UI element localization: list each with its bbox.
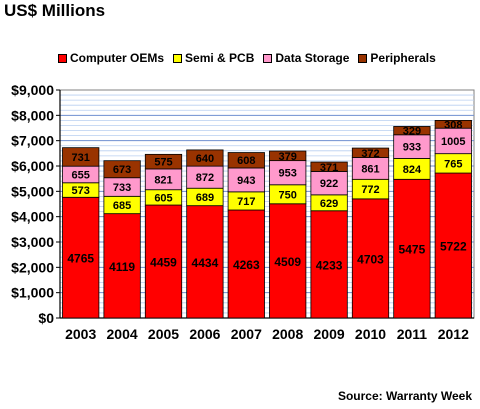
bar-segment — [62, 147, 100, 167]
bar-segment — [269, 150, 307, 162]
bar-segment — [227, 152, 265, 169]
data-label: 575 — [154, 157, 172, 169]
data-label: 731 — [72, 152, 90, 164]
data-label: 5722 — [440, 240, 467, 254]
data-label: 4509 — [274, 255, 301, 269]
data-label: 655 — [72, 169, 90, 181]
data-label: 689 — [196, 192, 214, 204]
bar-segment — [351, 147, 390, 158]
y-tick-label: $0 — [38, 310, 54, 326]
x-tick-label: 2007 — [231, 326, 262, 342]
data-label: 750 — [279, 189, 297, 201]
data-label: 4233 — [316, 258, 343, 272]
bar-segment — [393, 178, 431, 319]
data-label: 4703 — [357, 252, 384, 266]
x-tick-label: 2011 — [397, 326, 428, 342]
data-label: 629 — [320, 198, 338, 210]
legend-item-semi-pcb: Semi & PCB — [173, 51, 254, 65]
x-tick-label: 2008 — [272, 326, 303, 342]
data-label: 5475 — [399, 243, 426, 257]
bar-segment — [144, 204, 183, 319]
data-label: 943 — [237, 175, 255, 187]
bar-segment — [103, 213, 141, 319]
x-tick-label: 2009 — [314, 326, 345, 342]
bar-segment — [186, 149, 224, 167]
data-label: 922 — [320, 178, 338, 190]
bar-segment — [351, 198, 390, 319]
data-label: 379 — [279, 151, 297, 163]
legend-swatch — [358, 53, 368, 63]
data-label: 824 — [403, 164, 422, 176]
legend-label: Data Storage — [275, 51, 350, 65]
legend-swatch — [173, 53, 183, 63]
bar-segment — [310, 210, 348, 319]
data-label: 953 — [279, 168, 297, 180]
x-tick-label: 2010 — [355, 326, 386, 342]
legend-item-peripherals: Peripherals — [358, 51, 436, 65]
data-label: 4263 — [233, 258, 260, 272]
x-tick-label: 2012 — [438, 326, 469, 342]
y-tick-label: $1,000 — [11, 285, 54, 301]
legend-swatch — [58, 53, 67, 63]
bar-segment — [434, 120, 472, 129]
data-label: 4119 — [109, 260, 135, 274]
data-label: 608 — [237, 155, 255, 167]
x-tick-label: 2004 — [107, 326, 138, 342]
legend-label: Computer OEMs — [70, 51, 165, 65]
x-tick-label: 2006 — [189, 326, 220, 342]
y-tick-label: $3,000 — [11, 234, 54, 250]
y-tick-label: $9,000 — [11, 82, 54, 98]
bar-segment — [62, 196, 100, 319]
data-label: 861 — [361, 163, 379, 175]
chart-title: US$ Millions — [4, 1, 106, 20]
legend-label: Semi & PCB — [185, 51, 255, 65]
data-label: 933 — [403, 142, 421, 154]
bar-segment — [269, 203, 307, 319]
legend-swatch — [263, 53, 273, 63]
source-note: Source: Warranty Week — [337, 389, 472, 403]
y-tick-label: $5,000 — [11, 183, 54, 199]
data-label: 685 — [113, 200, 131, 212]
data-label: 772 — [361, 184, 379, 196]
y-tick-label: $6,000 — [11, 158, 54, 174]
data-label: 573 — [72, 185, 90, 197]
x-tick-label: 2003 — [65, 326, 96, 342]
data-label: 4434 — [192, 256, 219, 270]
data-label: 329 — [403, 126, 421, 138]
data-label: 872 — [196, 172, 214, 184]
bar-segment — [103, 160, 141, 179]
data-label: 1005 — [441, 136, 465, 148]
bar-segment — [310, 161, 348, 172]
data-label: 4459 — [150, 256, 177, 270]
data-label: 733 — [113, 182, 131, 194]
y-tick-label: $2,000 — [11, 259, 54, 275]
y-tick-label: $8,000 — [11, 107, 54, 123]
y-tick-label: $7,000 — [11, 133, 54, 149]
legend: Computer OEMs Semi & PCB Data Storage Pe… — [58, 50, 445, 66]
data-label: 765 — [444, 158, 462, 170]
data-label: 4765 — [67, 252, 94, 266]
data-label: 308 — [444, 119, 462, 131]
bar-segment — [144, 153, 183, 170]
bar-segment — [393, 126, 431, 136]
data-label: 821 — [154, 174, 172, 186]
legend-item-computer-oems: Computer OEMs — [58, 51, 164, 65]
x-tick-label: 2005 — [148, 326, 179, 342]
y-tick-label: $4,000 — [11, 209, 54, 225]
data-label: 605 — [154, 192, 172, 204]
data-label: 717 — [237, 196, 255, 208]
legend-item-data-storage: Data Storage — [263, 51, 349, 65]
data-label: 372 — [361, 148, 379, 160]
data-label: 640 — [196, 153, 214, 165]
data-label: 371 — [320, 162, 338, 174]
legend-label: Peripherals — [370, 51, 436, 65]
data-label: 673 — [113, 164, 131, 176]
